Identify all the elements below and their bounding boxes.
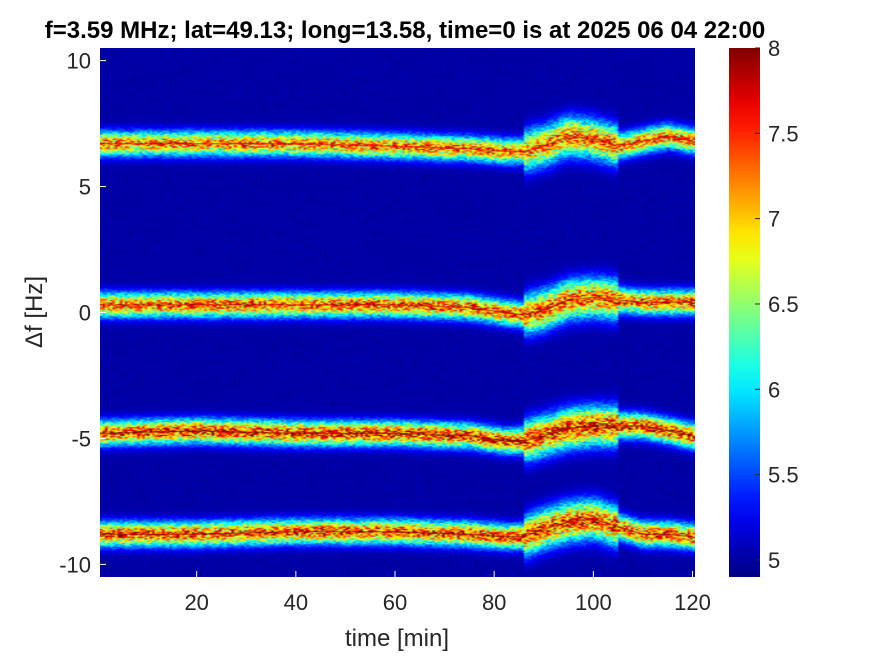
band-trace-1 [100, 135, 693, 153]
x-tick-label: 80 [482, 590, 506, 615]
y-tick-label: -5 [71, 426, 91, 451]
colorbar: 8 7.5 7 6.5 6 5.5 5 [729, 36, 799, 577]
chart-title: f=3.59 MHz; lat=49.13; long=13.58, time=… [45, 17, 765, 44]
spectral-bands [99, 135, 693, 538]
colorbar-tick-label: 7 [768, 207, 780, 232]
band-trace-2 [100, 296, 693, 316]
plot-area [99, 48, 695, 577]
y-tick-label: 10 [67, 49, 91, 74]
y-tick-label: 5 [79, 175, 91, 200]
colorbar-tick-label: 5.5 [768, 463, 799, 488]
colorbar-tick-label: 8 [768, 36, 780, 61]
y-tick-label: 0 [79, 301, 91, 326]
x-tick-label: 40 [284, 590, 308, 615]
x-tick-label: 120 [674, 590, 711, 615]
colorbar-tick-label: 5 [768, 548, 780, 573]
heatmap-image [100, 48, 695, 577]
colorbar-tick-label: 6.5 [768, 292, 799, 317]
y-axis-label: Δf [Hz] [21, 276, 48, 348]
colorbar-ticks: 8 7.5 7 6.5 6 5.5 5 [755, 36, 799, 573]
x-axis-label: time [min] [345, 625, 449, 652]
colorbar-tick-label: 6 [768, 377, 780, 402]
colorbar-tick-label: 7.5 [768, 121, 799, 146]
x-tick-label: 100 [575, 590, 612, 615]
x-tick-label: 60 [383, 590, 407, 615]
x-axis: 20 40 60 80 100 120 [184, 571, 711, 615]
band-trace-3 [99, 425, 693, 442]
x-tick-label: 20 [184, 590, 208, 615]
band-trace-4 [100, 518, 693, 538]
y-tick-label: -10 [59, 552, 91, 577]
colorbar-gradient [729, 48, 760, 577]
y-axis: 10 5 0 -5 -10 [59, 49, 106, 577]
